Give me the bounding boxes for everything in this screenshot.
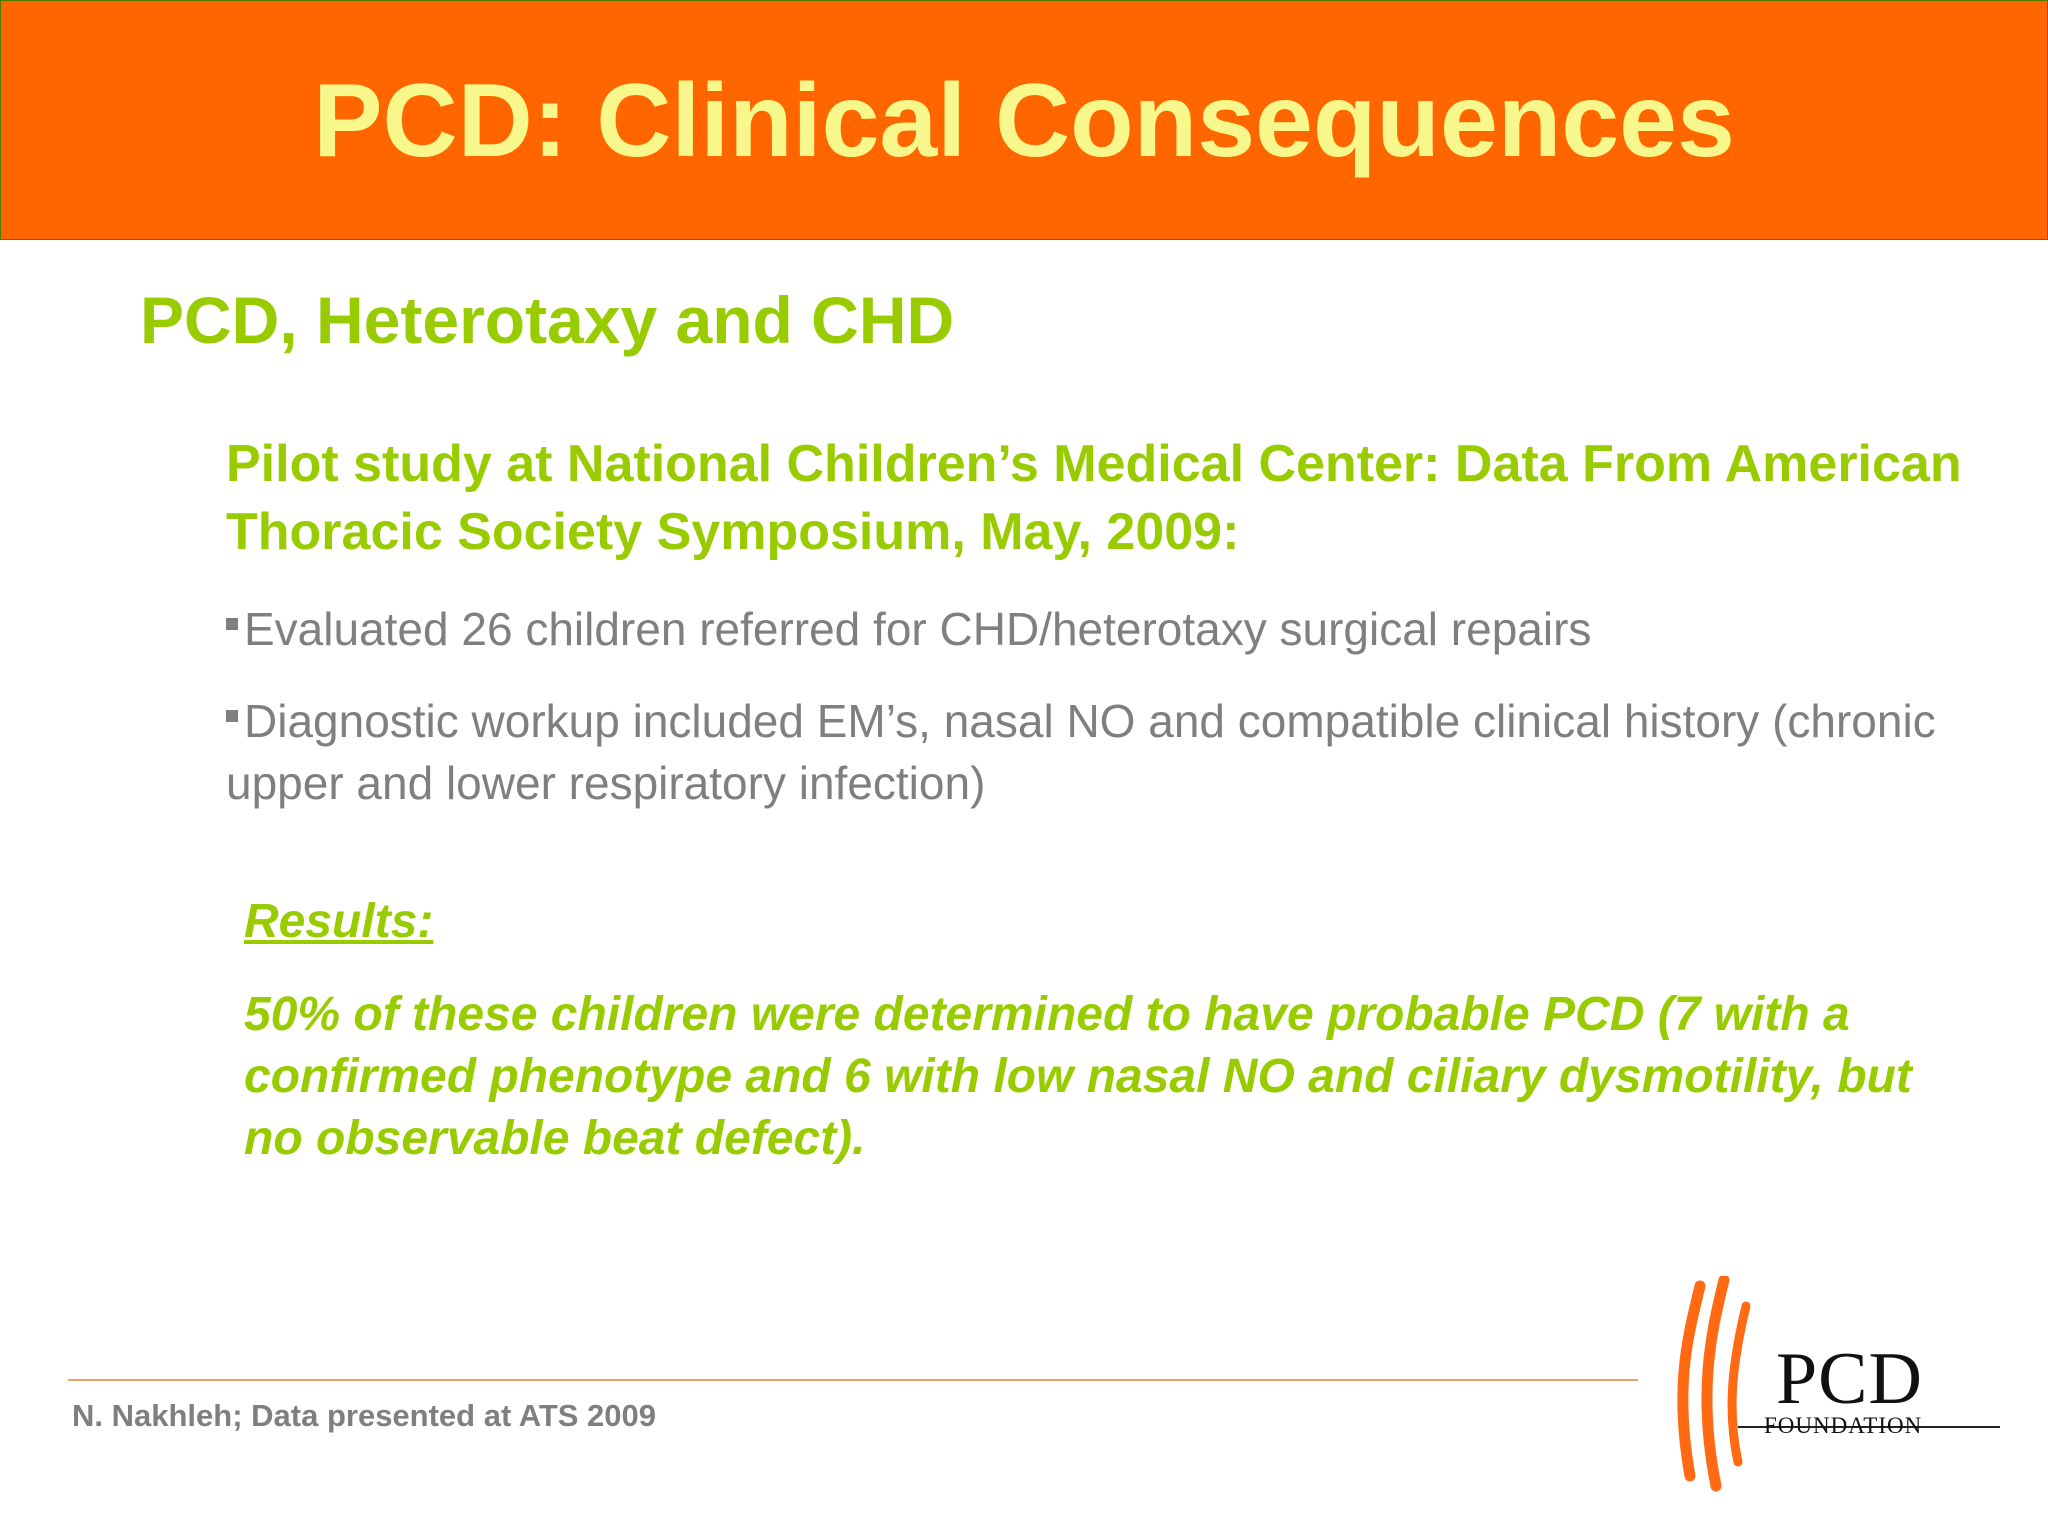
bullet-item: Diagnostic workup included EM’s, nasal N…	[226, 690, 1946, 814]
slide-subtitle: PCD, Heterotaxy and CHD	[140, 283, 955, 357]
logo-subtitle: FOUNDATION	[1764, 1413, 1923, 1438]
slide-title: PCD: Clinical Consequences	[313, 63, 1735, 179]
logo-strokes-icon	[1677, 1276, 1751, 1492]
logo-rule	[1738, 1426, 2000, 1428]
bullet-item: Evaluated 26 children referred for CHD/h…	[226, 598, 1946, 660]
title-banner	[0, 0, 2048, 240]
footer-citation: N. Nakhleh; Data presented at ATS 2009	[72, 1398, 657, 1433]
pcd-foundation-logo: PCD FOUNDATION	[1672, 1276, 2002, 1494]
square-bullet-icon	[226, 618, 238, 630]
square-bullet-icon	[226, 710, 238, 722]
logo-wordmark: PCD	[1776, 1338, 1923, 1420]
pilot-study-heading: Pilot study at National Children’s Medic…	[226, 435, 1962, 561]
bullet-text: Diagnostic workup included EM’s, nasal N…	[226, 695, 1936, 809]
results-text: 50% of these children were determined to…	[244, 988, 1912, 1165]
bullet-text: Evaluated 26 children referred for CHD/h…	[244, 603, 1592, 655]
footer-divider	[68, 1379, 1638, 1381]
results-label: Results:	[244, 895, 434, 948]
